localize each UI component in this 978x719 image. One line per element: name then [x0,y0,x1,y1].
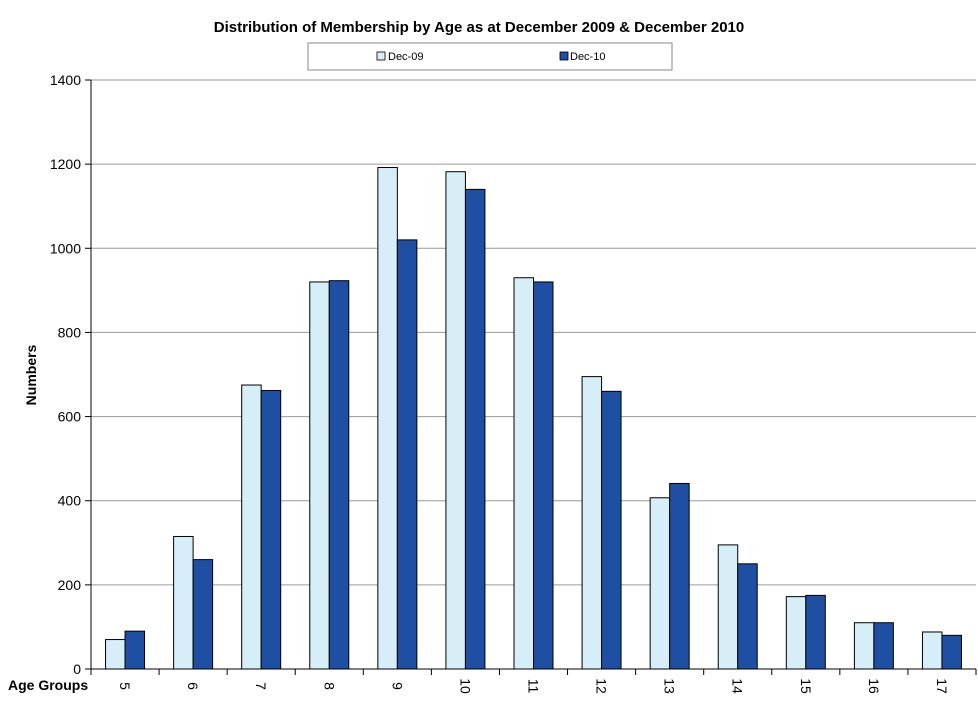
x-tick-label: 9 [389,682,405,690]
legend-box [307,42,673,71]
legend-label-dec-09: Dec-09 [388,51,423,63]
bar-dec-10-age-14 [737,563,758,670]
bar-dec-10-age-11 [533,281,554,670]
y-tick-label: 400 [58,493,82,509]
bar-dec-09-age-16 [853,622,875,670]
bar-dec-09-age-11 [513,277,534,670]
x-tick-label: 13 [662,678,678,694]
legend-label-dec-10: Dec-10 [570,51,605,63]
x-tick-label: 10 [457,678,473,694]
x-tick-label: 5 [117,682,133,690]
x-tick-label: 6 [185,682,201,690]
bar-dec-09-age-9 [377,167,398,670]
bar-dec-09-age-13 [649,497,671,670]
legend-swatch-dec-10 [559,51,569,61]
bar-dec-09-age-8 [309,281,330,670]
legend-swatch-dec-09 [376,51,386,61]
bar-dec-10-age-7 [260,389,282,670]
legend: Dec-09 Dec-10 [307,42,673,71]
bar-dec-10-age-15 [805,594,826,670]
bar-dec-09-age-10 [445,171,466,670]
bar-dec-10-age-13 [669,482,690,670]
bar-dec-09-age-12 [581,376,603,670]
x-axis-ticks: 5 6 7 8 9 10 11 12 13 14 15 16 17 [90,669,977,694]
bar-dec-10-age-17 [941,634,962,670]
x-axis-label: Age Groups [8,677,88,693]
x-tick-label: 14 [730,678,746,694]
bar-dec-10-age-8 [328,280,350,670]
y-tick-label: 1200 [50,156,81,172]
x-tick-label: 7 [253,682,269,690]
y-axis-ticks: 0 200 400 600 800 1000 1200 1400 [50,72,91,677]
y-tick-label: 200 [58,577,82,593]
y-tick-label: 0 [73,661,81,677]
bar-dec-09-age-6 [173,535,194,670]
x-tick-label: 12 [594,678,610,694]
x-tick-label: 8 [321,682,337,690]
bar-dec-10-age-5 [124,630,146,670]
y-tick-label: 1000 [50,240,81,256]
bar-dec-10-age-10 [464,188,486,670]
y-tick-label: 1400 [50,72,81,88]
y-tick-label: 800 [58,324,82,340]
x-tick-label: 16 [866,678,882,694]
bar-dec-10-age-6 [192,559,214,670]
bar-dec-10-age-9 [396,239,418,670]
x-tick-label: 11 [526,679,542,694]
bar-dec-09-age-5 [105,639,126,670]
bars [105,167,962,670]
chart-title: Distribution of Membership by Age as at … [214,19,744,36]
bar-dec-09-age-15 [785,596,807,670]
x-tick-label: 15 [798,678,814,694]
y-tick-label: 600 [58,409,82,425]
bar-dec-09-age-17 [921,631,943,670]
bar-dec-09-age-14 [717,544,739,670]
bar-dec-09-age-7 [241,384,262,670]
bar-dec-10-age-12 [601,390,622,670]
y-axis-label: Numbers [23,344,39,405]
bar-dec-10-age-16 [873,622,894,670]
x-tick-label: 17 [934,678,950,694]
